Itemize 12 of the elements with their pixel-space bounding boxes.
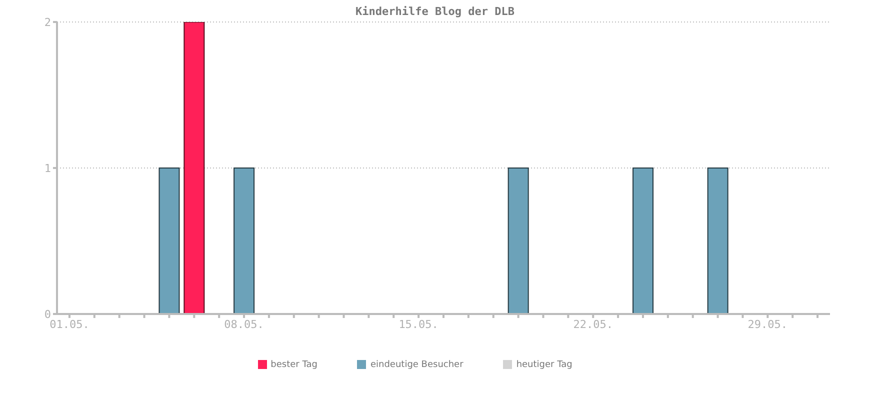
x-tick-label: 15.05. — [398, 318, 438, 331]
legend-label: eindeutige Besucher — [370, 360, 464, 370]
legend-label: heutiger Tag — [516, 360, 572, 370]
x-tick-label: 29.05. — [748, 318, 788, 331]
chart-title: Kinderhilfe Blog der DLB — [356, 5, 514, 18]
x-tick-label: 22.05. — [573, 318, 613, 331]
y-tick-label: 1 — [44, 162, 51, 175]
legend-label: bester Tag — [270, 360, 318, 370]
y-tick-label: 2 — [44, 16, 51, 29]
x-tick-label: 08.05. — [224, 318, 264, 331]
y-tick-label: 0 — [44, 308, 51, 321]
x-tick-label: 01.05. — [50, 318, 90, 331]
